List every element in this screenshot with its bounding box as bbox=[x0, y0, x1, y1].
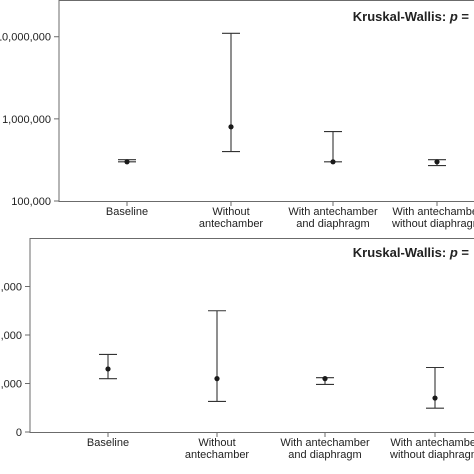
x-tick-label: With antechamber and diaphragm bbox=[280, 437, 370, 461]
median-point bbox=[330, 159, 336, 165]
chart-panel-2: 0 ,000 ,000 ,000 Baseline Without antechamber W… bbox=[1, 238, 474, 461]
plot-frame bbox=[29, 238, 474, 433]
median-point bbox=[434, 159, 440, 165]
y-tick-label: ,000 bbox=[1, 379, 22, 391]
x-tick-label: Without antechamber bbox=[199, 206, 264, 230]
y-tick-label: 0 bbox=[16, 427, 22, 439]
y-tick-label: 100,000 bbox=[11, 196, 51, 208]
median-point bbox=[322, 376, 328, 382]
kruskal-wallis-label: Kruskal-Wallis: p = bbox=[353, 9, 470, 24]
chart-panel-1: 100,000 1,000,000 10,000,000 Baseline Withou… bbox=[0, 0, 474, 230]
y-tick-label: ,000 bbox=[1, 330, 22, 342]
median-point bbox=[228, 124, 234, 130]
x-tick-label: With antechamber and diaphragm bbox=[288, 206, 378, 230]
plot-frame bbox=[58, 0, 474, 202]
y-tick-label: 1,000,000 bbox=[2, 114, 51, 126]
y-tick-label: 10,000,000 bbox=[0, 32, 51, 44]
x-tick-label: Without antechamber bbox=[185, 437, 250, 461]
median-point bbox=[105, 366, 111, 372]
median-point bbox=[432, 395, 438, 401]
y-tick-label: ,000 bbox=[1, 282, 22, 294]
x-tick-label: Baseline bbox=[87, 437, 129, 449]
median-point bbox=[214, 376, 220, 382]
x-tick-label: Baseline bbox=[106, 206, 148, 218]
x-tick-label: With antechamber without diaphragm bbox=[391, 206, 474, 230]
x-tick-label: With antechamber without diaphragm bbox=[389, 437, 474, 461]
kruskal-wallis-label: Kruskal-Wallis: p = bbox=[353, 245, 470, 260]
median-point bbox=[124, 159, 130, 165]
